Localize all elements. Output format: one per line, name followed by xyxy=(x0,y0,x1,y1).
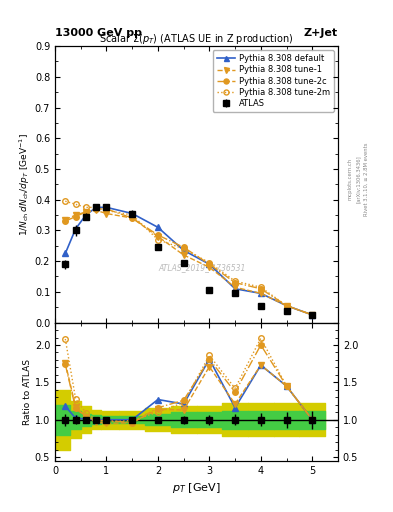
Pythia 8.308 tune-2c xyxy=(63,218,68,224)
Line: Pythia 8.308 tune-2m: Pythia 8.308 tune-2m xyxy=(62,199,315,317)
Text: mcplots.cern.ch: mcplots.cern.ch xyxy=(348,158,353,200)
Pythia 8.308 tune-1 xyxy=(130,215,134,221)
Pythia 8.308 default xyxy=(94,204,99,210)
Y-axis label: $1/N_\mathrm{ch}\,dN_\mathrm{ch}/dp_T\ [\mathrm{GeV}^{-1}]$: $1/N_\mathrm{ch}\,dN_\mathrm{ch}/dp_T\ [… xyxy=(18,133,32,236)
Pythia 8.308 tune-1 xyxy=(63,217,68,223)
Pythia 8.308 tune-1 xyxy=(73,212,78,218)
Pythia 8.308 tune-2c xyxy=(233,280,237,286)
Pythia 8.308 tune-1 xyxy=(284,303,289,309)
Pythia 8.308 tune-2m xyxy=(73,201,78,207)
Text: 13000 GeV pp: 13000 GeV pp xyxy=(55,28,142,38)
Pythia 8.308 default xyxy=(104,204,109,210)
Pythia 8.308 tune-2c xyxy=(130,215,134,221)
Pythia 8.308 default xyxy=(156,224,160,230)
Y-axis label: Ratio to ATLAS: Ratio to ATLAS xyxy=(23,359,32,424)
Pythia 8.308 tune-2c xyxy=(181,244,186,250)
Pythia 8.308 tune-2c xyxy=(104,206,109,212)
Pythia 8.308 tune-1 xyxy=(84,209,88,215)
Pythia 8.308 tune-2m xyxy=(310,312,315,318)
Pythia 8.308 tune-2m xyxy=(94,204,99,210)
Pythia 8.308 tune-2c xyxy=(73,214,78,220)
Pythia 8.308 tune-1 xyxy=(310,312,315,318)
Pythia 8.308 tune-2c xyxy=(156,232,160,238)
Text: ATLAS_2019_I1736531: ATLAS_2019_I1736531 xyxy=(158,263,246,272)
Pythia 8.308 tune-1 xyxy=(233,284,237,290)
Pythia 8.308 tune-2c xyxy=(207,261,212,267)
Text: [arXiv:1306.3436]: [arXiv:1306.3436] xyxy=(356,155,361,203)
Pythia 8.308 tune-1 xyxy=(94,207,99,214)
Pythia 8.308 tune-1 xyxy=(259,290,263,296)
X-axis label: $p_T$ [GeV]: $p_T$ [GeV] xyxy=(172,481,221,495)
Pythia 8.308 tune-2m xyxy=(259,284,263,290)
Line: Pythia 8.308 tune-2c: Pythia 8.308 tune-2c xyxy=(62,206,315,317)
Text: Rivet 3.1.10, ≥ 2.8M events: Rivet 3.1.10, ≥ 2.8M events xyxy=(364,142,369,216)
Legend: Pythia 8.308 default, Pythia 8.308 tune-1, Pythia 8.308 tune-2c, Pythia 8.308 tu: Pythia 8.308 default, Pythia 8.308 tune-… xyxy=(213,50,334,112)
Pythia 8.308 tune-2m xyxy=(104,207,109,214)
Pythia 8.308 default xyxy=(259,290,263,296)
Pythia 8.308 tune-2c xyxy=(84,209,88,215)
Pythia 8.308 tune-1 xyxy=(156,233,160,240)
Pythia 8.308 default xyxy=(284,303,289,309)
Pythia 8.308 tune-2c xyxy=(310,312,315,318)
Pythia 8.308 default xyxy=(310,312,315,318)
Pythia 8.308 tune-2m xyxy=(84,204,88,210)
Pythia 8.308 tune-2m xyxy=(284,303,289,309)
Pythia 8.308 tune-2m xyxy=(130,212,134,218)
Pythia 8.308 default xyxy=(233,286,237,292)
Pythia 8.308 default xyxy=(84,212,88,218)
Pythia 8.308 default xyxy=(73,226,78,232)
Pythia 8.308 tune-2m xyxy=(63,198,68,204)
Pythia 8.308 tune-1 xyxy=(181,252,186,258)
Pythia 8.308 default xyxy=(130,210,134,217)
Line: Pythia 8.308 default: Pythia 8.308 default xyxy=(62,205,315,317)
Text: Z+Jet: Z+Jet xyxy=(304,28,338,38)
Pythia 8.308 tune-2c xyxy=(284,303,289,309)
Pythia 8.308 tune-2m xyxy=(181,246,186,252)
Title: Scalar $\Sigma(p_T)$ (ATLAS UE in Z production): Scalar $\Sigma(p_T)$ (ATLAS UE in Z prod… xyxy=(99,32,294,46)
Pythia 8.308 tune-2c xyxy=(94,206,99,212)
Pythia 8.308 tune-2c xyxy=(259,286,263,292)
Pythia 8.308 default xyxy=(63,250,68,257)
Pythia 8.308 default xyxy=(207,261,212,267)
Line: Pythia 8.308 tune-1: Pythia 8.308 tune-1 xyxy=(62,208,315,317)
Pythia 8.308 tune-1 xyxy=(207,264,212,270)
Pythia 8.308 tune-1 xyxy=(104,210,109,217)
Pythia 8.308 tune-2m xyxy=(233,278,237,284)
Pythia 8.308 default xyxy=(181,247,186,253)
Pythia 8.308 tune-2m xyxy=(156,237,160,243)
Pythia 8.308 tune-2m xyxy=(207,260,212,266)
